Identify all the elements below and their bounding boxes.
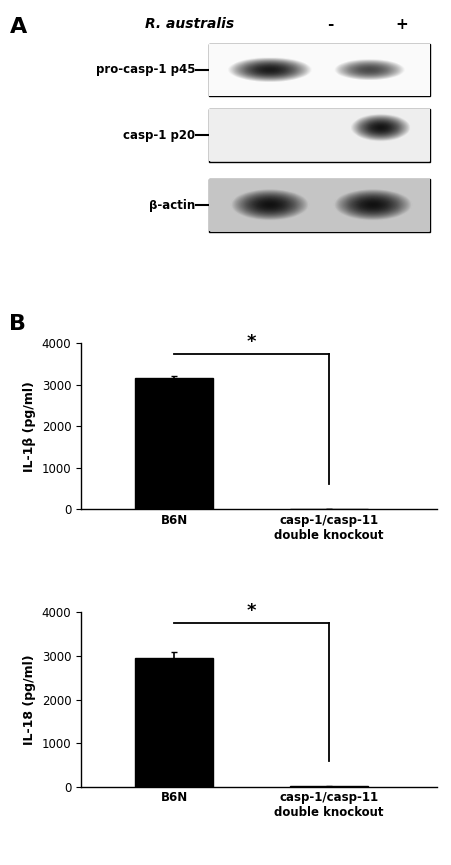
Text: R. australis: R. australis (145, 17, 235, 31)
Bar (135, 658, 213, 787)
Text: casp-1 p20: casp-1 p20 (123, 129, 195, 142)
Text: B: B (9, 315, 26, 335)
Text: -: - (327, 17, 334, 32)
Text: *: * (247, 333, 256, 351)
Bar (135, 379, 213, 509)
Text: *: * (247, 602, 256, 620)
Text: β-actin: β-actin (149, 199, 195, 212)
Y-axis label: IL-18 (pg/ml): IL-18 (pg/ml) (23, 654, 36, 745)
Text: pro-casp-1 p45: pro-casp-1 p45 (96, 63, 195, 76)
Text: A: A (10, 17, 27, 37)
Y-axis label: IL-1β (pg/ml): IL-1β (pg/ml) (23, 381, 36, 471)
Text: +: + (396, 17, 408, 32)
